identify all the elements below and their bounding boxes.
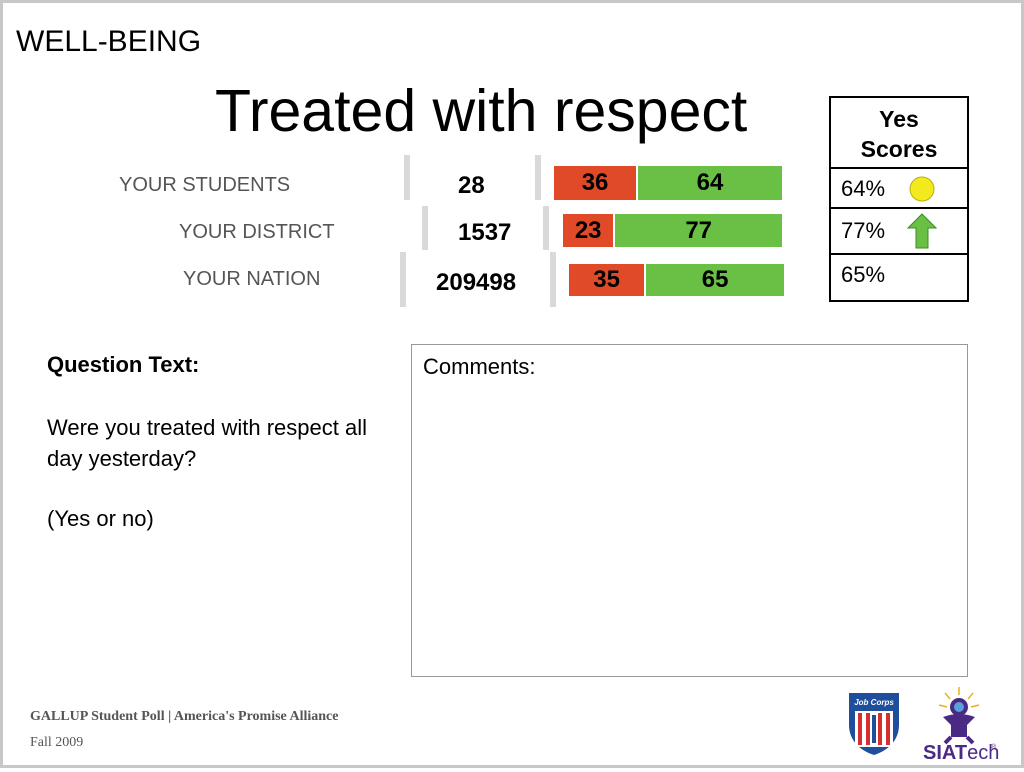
count-district: 1537 [458,219,512,246]
yes-score-value: 77% [841,218,886,243]
row-divider [535,155,541,200]
bar-segment-no: 36 [554,166,637,200]
siatech-logo-text-b: ech [967,742,999,764]
row-divider [404,155,410,200]
bar-students: 36 64 [554,166,782,200]
bar-nation: 35 65 [569,264,784,296]
count-nation: 209498 [436,269,517,296]
row-label-nation: YOUR NATION [183,268,321,290]
count-students: 28 [458,172,485,199]
row-divider [543,206,549,250]
yes-score-row: 77% [831,209,967,255]
slide-title: Treated with respect [215,78,748,144]
siatech-logo-text-a: SIAT [923,742,967,764]
yes-score-value: 65% [841,262,886,287]
green-up-arrow-icon [906,213,938,264]
row-divider [422,206,428,250]
bar-segment-no: 35 [569,264,645,296]
svg-text:SIATech: SIATech [923,742,999,764]
question-heading: Question Text: [47,352,200,377]
bar-segment-yes: 64 [636,166,782,200]
comments-label: Comments: [423,354,536,379]
yellow-circle-icon [908,175,936,216]
comments-box: Comments: [411,344,968,677]
job-corps-logo-text: Job Corps [854,698,894,707]
yes-score-row: 65% [831,255,967,300]
row-divider [400,252,406,307]
yes-scores-header-line1: Yes [879,106,919,132]
bar-segment-yes: 65 [644,264,784,296]
yes-score-row: 64% [831,169,967,209]
question-text: Were you treated with respect all day ye… [47,415,367,471]
footer-date: Fall 2009 [30,735,84,750]
footer-source: GALLUP Student Poll | America's Promise … [30,709,339,724]
trademark-symbol: ® [991,743,997,751]
bar-segment-no: 23 [563,214,614,247]
yes-score-value: 64% [841,176,886,201]
row-label-students: YOUR STUDENTS [119,174,291,196]
bar-district: 23 77 [563,214,782,247]
job-corps-logo: Job Corps [845,691,903,762]
yes-scores-header: Yes Scores [831,98,967,169]
yes-scores-header-line2: Scores [860,136,938,162]
question-choices: (Yes or no) [47,506,154,531]
row-divider [550,252,556,307]
section-label: WELL-BEING [16,25,202,58]
row-label-district: YOUR DISTRICT [179,221,335,243]
yes-scores-table: Yes Scores 64% 77% 65% [829,96,969,302]
siatech-logo: SIATech ® [921,685,1007,772]
bar-segment-yes: 77 [613,214,782,247]
